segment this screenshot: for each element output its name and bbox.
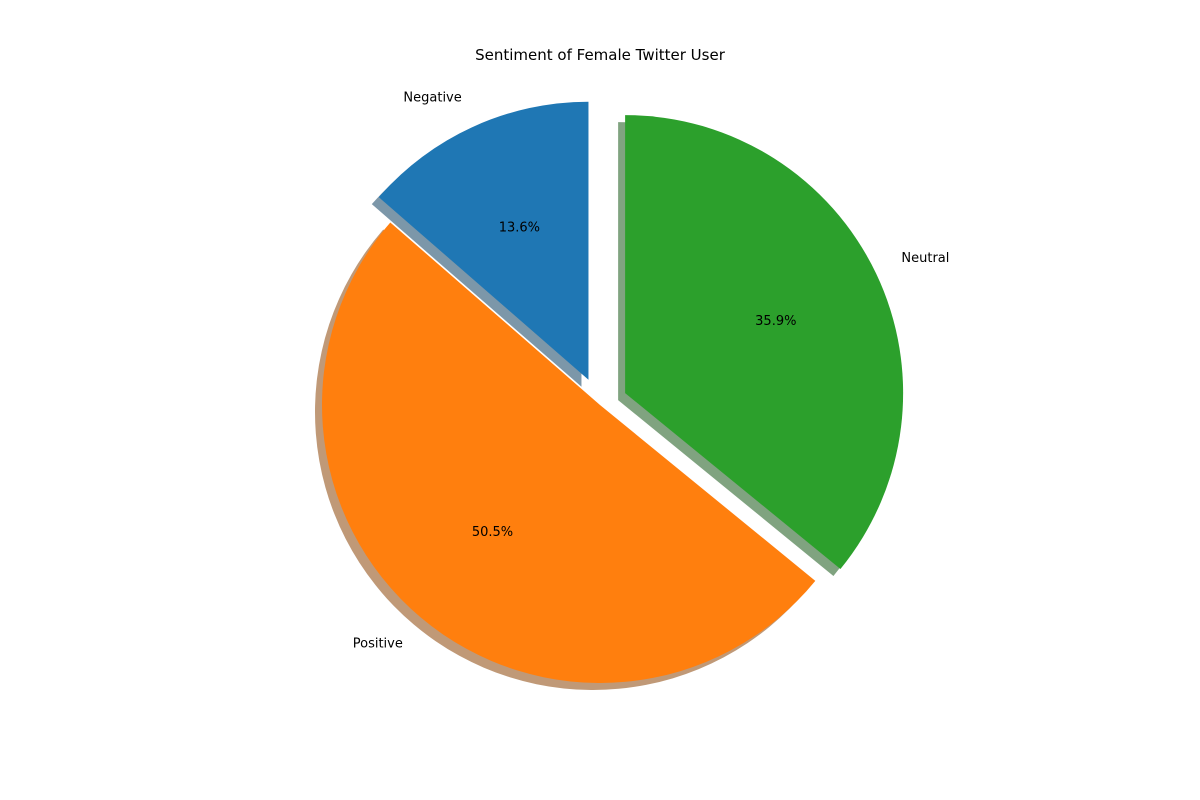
slice-label-negative: Negative	[403, 90, 461, 105]
slice-percent-negative: 13.6%	[499, 220, 540, 235]
slice-percent-positive: 50.5%	[472, 525, 513, 540]
slice-positive	[321, 222, 816, 684]
slice-negative	[378, 101, 589, 380]
slice-label-positive: Positive	[353, 637, 403, 652]
slice-neutral	[625, 115, 904, 569]
chart-title: Sentiment of Female Twitter User	[475, 46, 725, 64]
slice-label-neutral: Neutral	[901, 251, 949, 266]
slice-percent-neutral: 35.9%	[755, 314, 796, 329]
